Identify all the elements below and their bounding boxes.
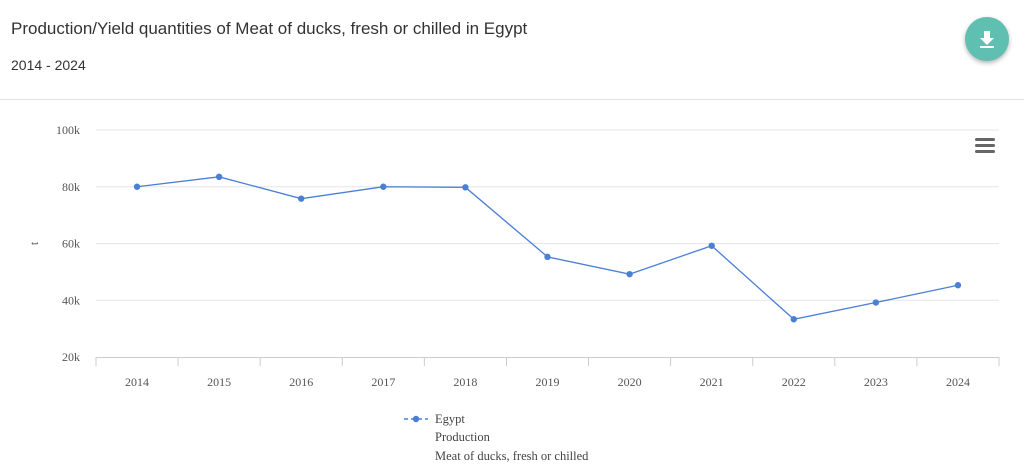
hamburger-menu-icon	[975, 138, 995, 153]
y-axis-label: t	[27, 241, 41, 245]
x-tick-label: 2020	[618, 375, 642, 389]
y-tick-label: 20k	[62, 350, 80, 364]
x-tick-label: 2024	[946, 375, 970, 389]
chart-header: Production/Yield quantities of Meat of d…	[0, 0, 1024, 100]
data-point[interactable]	[954, 282, 962, 289]
x-tick-label: 2017	[371, 375, 395, 389]
x-tick-label: 2016	[289, 375, 313, 389]
x-tick-label: 2018	[453, 375, 477, 389]
x-tick-label: 2022	[782, 375, 806, 389]
x-tick-label: 2023	[864, 375, 888, 389]
legend-label-item: Meat of ducks, fresh or chilled	[435, 449, 589, 463]
y-tick-label: 80k	[62, 180, 80, 194]
x-tick-label: 2019	[536, 375, 560, 389]
data-point[interactable]	[626, 270, 633, 278]
data-point[interactable]	[298, 195, 305, 202]
x-tick-label: 2014	[125, 375, 149, 389]
download-button[interactable]	[965, 17, 1009, 61]
series-egypt	[133, 173, 962, 323]
data-point[interactable]	[462, 184, 469, 191]
y-axis: 20k 40k 60k 80k 100k	[56, 123, 80, 364]
legend-label-element: Production	[435, 430, 491, 444]
data-point[interactable]	[872, 299, 880, 306]
y-tick-label: 60k	[62, 237, 80, 251]
chart-menu-button[interactable]	[972, 134, 998, 158]
grid-lines	[96, 129, 999, 301]
y-tick-label: 40k	[62, 293, 80, 307]
data-point[interactable]	[380, 183, 387, 190]
data-point[interactable]	[708, 242, 715, 249]
data-point[interactable]	[790, 316, 797, 323]
x-tick-label: 2015	[207, 375, 231, 389]
download-icon	[980, 31, 994, 48]
legend[interactable]: Egypt Production Meat of ducks, fresh or…	[404, 412, 589, 463]
data-point[interactable]	[215, 173, 223, 181]
y-tick-label: 100k	[56, 123, 80, 137]
data-point[interactable]	[133, 183, 141, 190]
chart-title: Production/Yield quantities of Meat of d…	[11, 19, 528, 38]
chart-subtitle: 2014 - 2024	[11, 57, 86, 73]
legend-label-country: Egypt	[435, 412, 465, 426]
x-axis: 2014 2015 2016 2017 2018 2019 2020 2021 2022 2023…	[95, 357, 1000, 389]
data-point[interactable]	[544, 253, 551, 261]
series-line	[136, 176, 959, 320]
legend-marker	[412, 415, 420, 423]
x-tick-label: 2021	[700, 375, 724, 389]
